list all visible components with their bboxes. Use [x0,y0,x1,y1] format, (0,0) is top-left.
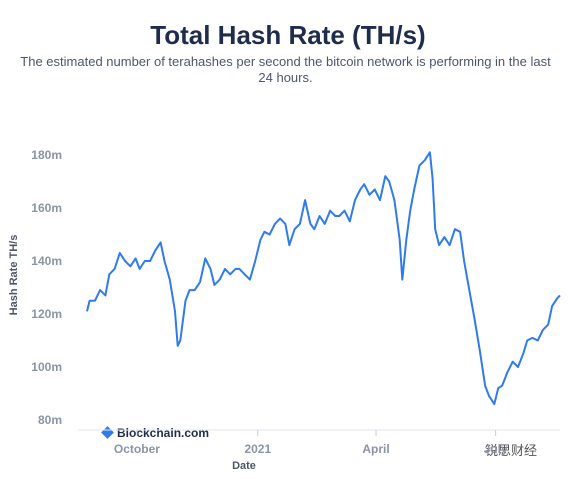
watermark-logo [101,426,114,439]
y-tick-label: 180m [31,148,62,162]
y-tick-label: 120m [31,307,62,321]
chart-subtitle: The estimated number of terahashes per s… [20,54,551,85]
watermark: Blockchain.com [117,426,209,440]
subtitle-box: The estimated number of terahashes per s… [20,54,551,85]
y-tick-label: 140m [31,254,62,268]
x-tick-label: April [362,442,389,456]
line-series [86,151,561,406]
y-axis-label: Hash Rate TH/s [8,235,20,316]
x-tick-label: October [114,442,160,456]
x-tick-label: July [484,442,508,456]
x-axis-label: Date [232,460,256,472]
x-tick-label: 2021 [244,442,271,456]
chart-title: Total Hash Rate (TH/s) [150,20,425,50]
overlay-text: 锐思财经 [485,443,537,458]
y-tick-label: 80m [38,413,62,427]
y-tick-label: 100m [31,360,62,374]
y-tick-label: 160m [31,201,62,215]
